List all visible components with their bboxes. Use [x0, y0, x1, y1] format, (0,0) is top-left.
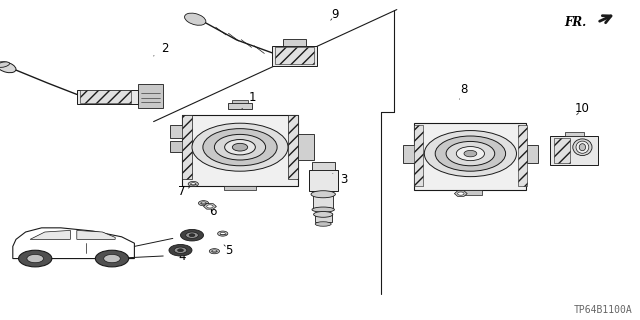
Text: TP64B1100A: TP64B1100A	[573, 305, 632, 315]
Circle shape	[232, 143, 248, 151]
Bar	[182, 115, 192, 179]
Circle shape	[201, 202, 206, 204]
Text: 8: 8	[460, 83, 468, 99]
Circle shape	[198, 201, 209, 206]
Bar	[554, 138, 570, 163]
Text: 3: 3	[333, 173, 348, 186]
Bar	[170, 141, 184, 152]
Bar	[298, 134, 314, 160]
Bar	[313, 194, 333, 208]
Circle shape	[220, 232, 225, 235]
Circle shape	[435, 136, 506, 171]
Text: 9: 9	[331, 8, 339, 21]
Circle shape	[174, 247, 187, 253]
Text: 2: 2	[154, 42, 169, 56]
Circle shape	[212, 250, 217, 252]
Circle shape	[191, 183, 196, 185]
Bar	[414, 123, 526, 190]
Bar	[565, 132, 584, 136]
Ellipse shape	[311, 191, 335, 198]
Circle shape	[464, 150, 477, 157]
Circle shape	[169, 244, 192, 256]
Polygon shape	[30, 230, 70, 239]
Bar	[272, 46, 317, 66]
Circle shape	[424, 131, 516, 177]
Bar	[77, 90, 138, 104]
Bar	[550, 136, 598, 165]
Circle shape	[95, 250, 129, 267]
Ellipse shape	[312, 207, 334, 212]
Ellipse shape	[315, 222, 332, 226]
Bar	[138, 84, 163, 108]
Ellipse shape	[576, 141, 589, 153]
Circle shape	[446, 141, 495, 166]
Ellipse shape	[579, 144, 586, 151]
Bar	[170, 125, 184, 138]
Text: 6: 6	[209, 205, 216, 218]
Text: FR.: FR.	[564, 16, 587, 29]
Bar	[283, 39, 306, 46]
Polygon shape	[454, 191, 467, 196]
Bar	[309, 170, 338, 191]
Circle shape	[189, 234, 195, 236]
Bar	[275, 47, 314, 64]
Ellipse shape	[0, 62, 10, 68]
Bar	[312, 162, 335, 170]
Bar	[288, 115, 298, 179]
Text: 5: 5	[224, 244, 233, 257]
Text: 4: 4	[179, 250, 189, 263]
Bar	[414, 125, 423, 186]
Text: 10: 10	[575, 102, 590, 115]
Text: 1: 1	[242, 91, 257, 109]
Ellipse shape	[0, 62, 16, 73]
Circle shape	[214, 134, 266, 160]
Circle shape	[456, 147, 484, 161]
Ellipse shape	[184, 13, 206, 25]
Bar	[80, 90, 131, 103]
Circle shape	[209, 249, 220, 254]
Circle shape	[27, 254, 44, 263]
Circle shape	[192, 123, 288, 171]
Circle shape	[180, 229, 204, 241]
Circle shape	[186, 232, 198, 238]
Ellipse shape	[314, 212, 333, 217]
Bar	[182, 115, 298, 186]
Circle shape	[19, 250, 52, 267]
Circle shape	[104, 254, 120, 263]
Bar	[527, 145, 538, 163]
Bar	[403, 145, 415, 163]
Circle shape	[225, 140, 255, 155]
Bar	[224, 186, 256, 190]
Circle shape	[218, 231, 228, 236]
Bar	[315, 214, 332, 222]
Ellipse shape	[573, 139, 592, 156]
Circle shape	[203, 129, 277, 166]
Polygon shape	[204, 204, 216, 209]
Bar	[459, 190, 482, 195]
Circle shape	[178, 249, 183, 252]
Circle shape	[207, 205, 213, 208]
Bar	[228, 103, 252, 109]
Circle shape	[458, 192, 464, 195]
Text: 7: 7	[178, 185, 189, 198]
Polygon shape	[13, 228, 134, 259]
Bar	[232, 100, 248, 103]
Circle shape	[188, 181, 198, 187]
Bar	[518, 125, 527, 186]
Polygon shape	[77, 230, 115, 239]
